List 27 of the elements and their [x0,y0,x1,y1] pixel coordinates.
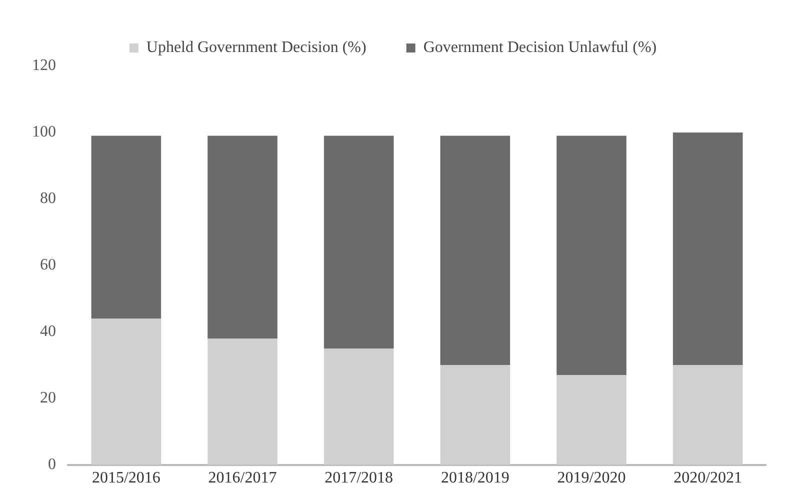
y-tick-label: 0 [48,456,56,474]
legend-label: Government Decision Unlawful (%) [423,39,657,56]
bar [91,136,162,319]
y-tick-label: 120 [32,57,56,74]
y-tick-label: 60 [40,256,56,274]
bar [208,338,278,465]
x-tick-label: 2016/2017 [208,470,277,487]
x-tick-label: 2017/2018 [324,470,394,487]
bar [556,136,626,376]
bar [208,136,278,339]
y-tick-label: 20 [40,390,56,407]
x-tick-label: 2020/2021 [674,470,742,487]
legend-label: Upheld Government Decision (%) [146,39,366,56]
bar [556,375,626,465]
y-tick-label: 40 [40,323,56,340]
bar [672,132,743,366]
bar [440,365,510,465]
y-tick-label: 80 [40,190,56,208]
bar [324,348,394,465]
bar [672,365,743,465]
x-tick-label: 2015/2016 [92,470,160,487]
bar [91,318,162,465]
x-tick-label: 2019/2020 [557,470,626,487]
bar [324,136,394,348]
bar [440,136,510,366]
y-tick-label: 100 [32,124,56,141]
x-tick-label: 2018/2019 [440,470,510,487]
